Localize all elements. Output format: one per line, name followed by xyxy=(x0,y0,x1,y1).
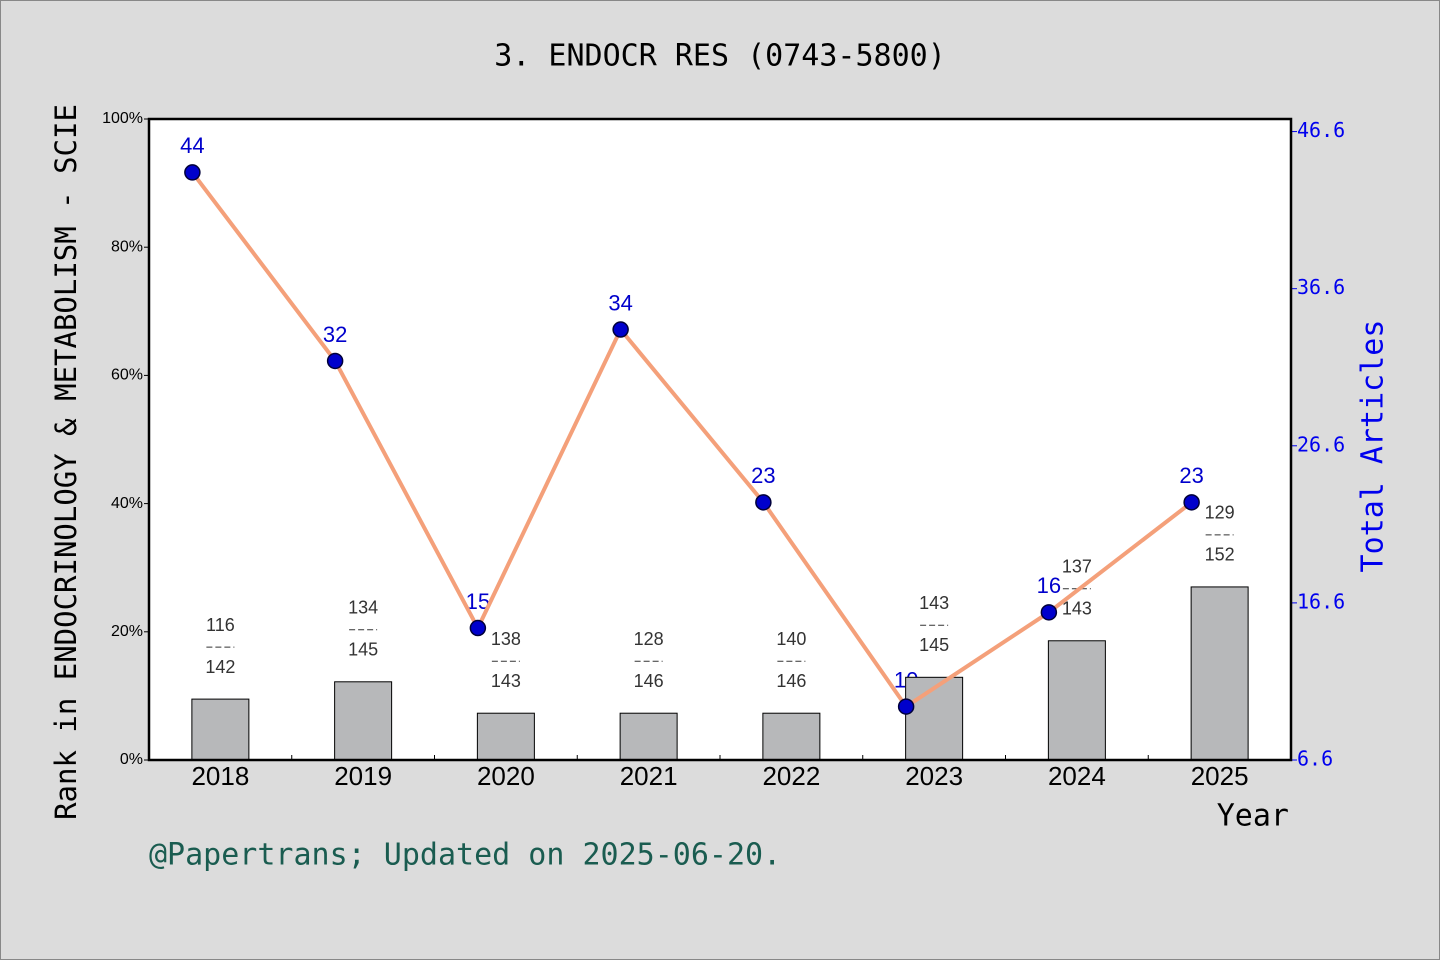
y-tick-label: 40% xyxy=(111,495,143,512)
y2-tick-label: 26.6 xyxy=(1297,432,1345,456)
y-tick-label: 0% xyxy=(120,751,143,768)
x-tick-label: 2022 xyxy=(762,761,820,791)
y2-tick-label: 36.6 xyxy=(1297,275,1345,299)
rank-label: 138 xyxy=(491,629,521,649)
bar xyxy=(1190,586,1249,761)
x-tick-label: 2018 xyxy=(191,761,249,791)
bar xyxy=(905,676,964,761)
x-tick-label: 2024 xyxy=(1048,761,1106,791)
line-point xyxy=(612,321,629,338)
bar xyxy=(619,712,678,761)
x-tick-label: 2019 xyxy=(334,761,392,791)
rank-label: 116 xyxy=(206,615,235,635)
line-value-label: 23 xyxy=(1179,463,1203,488)
x-tick-label: 2025 xyxy=(1191,761,1249,791)
y2-tick-label: 46.6 xyxy=(1297,118,1345,142)
line-value-label: 16 xyxy=(1037,573,1061,598)
line-value-label: 44 xyxy=(180,133,204,158)
total-label: 142 xyxy=(205,657,235,677)
bar xyxy=(762,712,821,761)
line-value-label: 23 xyxy=(751,463,775,488)
rank-label: 129 xyxy=(1205,503,1235,523)
line-point xyxy=(755,494,772,511)
line xyxy=(190,171,1193,710)
total-label: 143 xyxy=(1062,599,1092,619)
line-value-label: 32 xyxy=(323,322,347,347)
x-axis-label: Year xyxy=(1217,799,1289,834)
bar xyxy=(334,681,393,761)
total-label: 152 xyxy=(1205,545,1235,565)
y-tick-label: 60% xyxy=(111,367,143,384)
line-point xyxy=(469,619,487,637)
rank-label: 140 xyxy=(776,629,806,649)
line-point xyxy=(1040,604,1058,621)
line-point xyxy=(326,352,344,370)
plot-area xyxy=(149,119,1291,760)
bar xyxy=(1047,640,1106,761)
y-axis-label: Rank in ENDOCRINOLOGY & METABOLISM - SCI… xyxy=(49,104,83,820)
total-label: 146 xyxy=(634,671,664,691)
x-tick-label: 2020 xyxy=(477,761,535,791)
rank-label: 143 xyxy=(919,593,949,613)
total-label: 146 xyxy=(776,671,806,691)
plot-frame xyxy=(147,117,1293,762)
line-point xyxy=(184,164,201,181)
x-tick-label: 2021 xyxy=(620,761,678,791)
y-tick-label: 100% xyxy=(102,110,143,127)
y2-tick-label: 16.6 xyxy=(1297,589,1345,613)
total-label: 145 xyxy=(348,640,378,660)
y2-tick-label: 6.6 xyxy=(1297,747,1333,771)
total-label: 143 xyxy=(491,671,521,691)
y-tick-label: 80% xyxy=(111,238,143,255)
bar xyxy=(476,712,535,761)
line-value-label: 34 xyxy=(608,290,632,315)
y-tick-label: 20% xyxy=(111,623,143,640)
rank-label: 134 xyxy=(348,598,378,618)
footnote: @Papertrans; Updated on 2025-06-20. xyxy=(149,838,781,873)
y2-axis-label: Total Articles xyxy=(1356,320,1391,573)
total-label: 145 xyxy=(919,635,949,655)
line-point xyxy=(897,698,915,715)
x-tick-label: 2023 xyxy=(905,761,963,791)
rank-label: 128 xyxy=(634,629,664,649)
bar xyxy=(191,698,250,761)
chart-title: 3. ENDOCR RES (0743-5800) xyxy=(494,39,946,74)
rank-label: 137 xyxy=(1062,557,1092,577)
line-point xyxy=(1183,494,1200,511)
